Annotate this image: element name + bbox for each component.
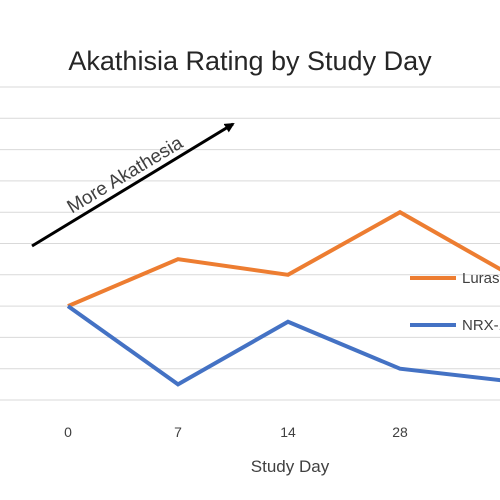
legend-label-1: NRX-101 bbox=[462, 317, 500, 334]
series-line-0 bbox=[67, 209, 500, 308]
x-tick-label: 0 bbox=[64, 424, 72, 440]
x-tick-label: 7 bbox=[174, 424, 182, 440]
legend: Lurasidone NRX-101 bbox=[410, 270, 500, 334]
annotation-arrow bbox=[31, 122, 235, 248]
legend-label-0: Lurasidone bbox=[462, 270, 500, 287]
series-lines bbox=[66, 209, 500, 387]
series-line-1 bbox=[66, 304, 500, 387]
annotation: More Akathesia bbox=[31, 122, 235, 248]
gridlines bbox=[0, 86, 500, 401]
x-axis-tick-labels: 07142856 bbox=[64, 424, 408, 440]
chart-title: Akathisia Rating by Study Day bbox=[68, 46, 432, 76]
annotation-text: More Akathesia bbox=[64, 132, 187, 218]
x-tick-label: 28 bbox=[392, 424, 408, 440]
x-axis-label: Study Day bbox=[251, 457, 330, 476]
x-tick-label: 14 bbox=[280, 424, 296, 440]
